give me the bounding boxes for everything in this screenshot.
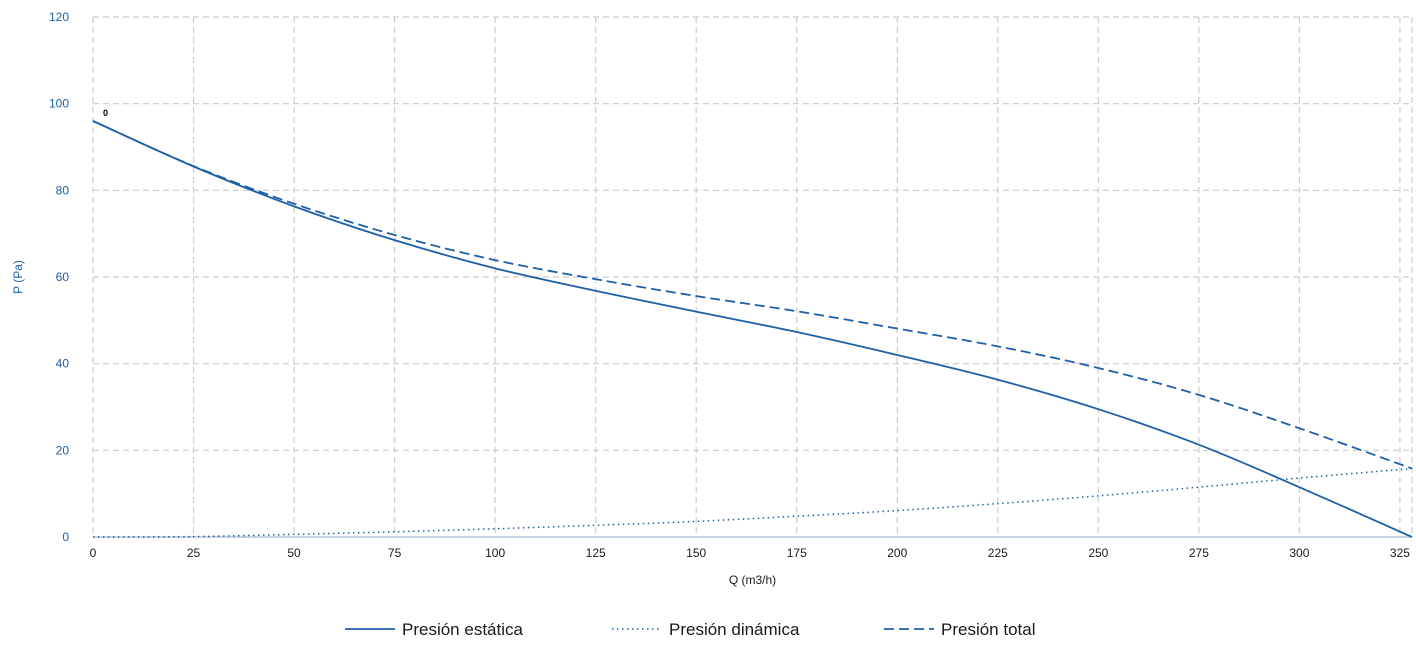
y-tick-label: 120	[49, 10, 69, 24]
x-tick-label: 100	[485, 546, 505, 560]
series-line-presion-total	[92, 120, 1413, 470]
x-tick-label: 300	[1289, 546, 1309, 560]
x-tick-label: 0	[90, 546, 97, 560]
x-tick-label: 200	[887, 546, 907, 560]
y-tick-label: 100	[49, 97, 69, 111]
legend-label: Presión estática	[402, 620, 523, 639]
y-tick-label: 60	[56, 270, 70, 284]
x-tick-label: 325	[1390, 546, 1410, 560]
x-tick-label: 75	[388, 546, 402, 560]
chart-grid	[92, 16, 1413, 538]
y-tick-label: 40	[56, 357, 70, 371]
chart-axes: 0 25 50 75 100 125 150 175 200 225 250 275 300 325020…	[49, 10, 1412, 560]
chart-legend: Presión estática Presión dinámica Presión …	[345, 620, 1036, 639]
chart-annotations: 0	[103, 108, 108, 118]
x-tick-label: 50	[287, 546, 301, 560]
x-tick-label: 150	[686, 546, 706, 560]
x-axis-title: Q (m3/h)	[729, 573, 776, 587]
x-tick-label: 250	[1088, 546, 1108, 560]
x-tick-label: 25	[187, 546, 201, 560]
series-line-presion-dinamica	[92, 467, 1413, 538]
x-tick-label: 125	[586, 546, 606, 560]
y-axis-title: P (Pa)	[11, 260, 25, 294]
legend-label: Presión total	[941, 620, 1036, 639]
y-tick-label: 20	[56, 443, 70, 457]
x-tick-label: 275	[1189, 546, 1209, 560]
y-tick-label: 80	[56, 183, 70, 197]
x-tick-label: 225	[988, 546, 1008, 560]
series-line-presion-estatica	[92, 120, 1413, 538]
y-tick-label: 0	[62, 530, 69, 544]
legend-label: Presión dinámica	[669, 620, 800, 639]
chart-series	[92, 120, 1413, 538]
x-tick-label: 175	[787, 546, 807, 560]
operating-point-label: 0	[103, 108, 108, 118]
